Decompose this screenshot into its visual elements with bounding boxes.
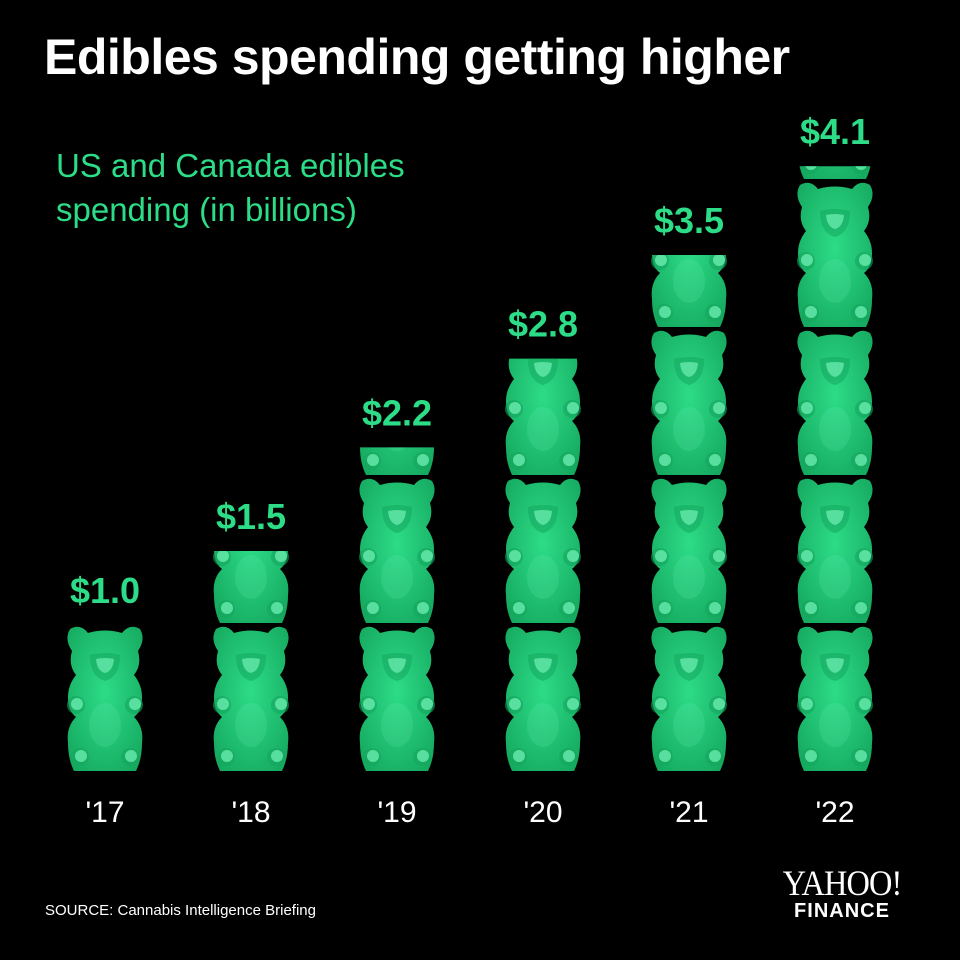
value-label: $1.0 (70, 570, 140, 611)
bar-column-4: $3.5 '21 (651, 200, 727, 829)
gummy-bear-icon (651, 478, 727, 623)
value-label: $1.5 (216, 496, 286, 537)
bar-column-5: $4.1 '22 (797, 111, 873, 829)
chart-title: Edibles spending getting higher (44, 29, 790, 85)
bar-column-3: $2.8 '20 (505, 304, 581, 829)
logo-subtext: FINANCE (794, 900, 890, 922)
gummy-bear-icon (797, 182, 873, 327)
x-tick-label: '20 (523, 796, 562, 829)
gummy-bear-icon (797, 478, 873, 623)
bar-column-1: $1.5 '18 (213, 496, 289, 829)
gummy-bear-icon (797, 626, 873, 771)
gummy-bear-icon (505, 358, 581, 475)
x-tick-label: '19 (377, 796, 416, 829)
gummy-bear-icon (359, 626, 435, 771)
x-tick-label: '17 (85, 796, 124, 829)
value-label: $3.5 (654, 200, 724, 241)
x-tick-label: '18 (231, 796, 270, 829)
chart-subtitle: US and Canada edibles spending (in billi… (56, 147, 405, 228)
gummy-bear-icon (797, 330, 873, 475)
gummy-bear-icon (213, 626, 289, 771)
logo-wordmark: YAHOO! (782, 863, 903, 903)
gummy-bear-icon (359, 478, 435, 623)
gummy-bear-icon (505, 626, 581, 771)
bar-column-0: $1.0 '17 (67, 570, 143, 829)
gummy-bear-icon (505, 478, 581, 623)
source-note: SOURCE: Cannabis Intelligence Briefing (45, 902, 316, 919)
x-tick-label: '22 (815, 796, 854, 829)
gummy-bear-icon (67, 626, 143, 771)
bear-stack (651, 255, 727, 771)
yahoo-finance-logo: YAHOO! FINANCE (776, 863, 908, 922)
gummy-bear-icon (797, 166, 873, 179)
bear-stack (505, 358, 581, 771)
value-label: $2.8 (508, 304, 578, 345)
bar-column-2: $2.2 '19 (359, 392, 435, 829)
value-label: $4.1 (800, 111, 870, 152)
x-tick-label: '21 (669, 796, 708, 829)
bear-stack (67, 626, 143, 771)
gummy-bear-icon (651, 626, 727, 771)
value-label: $2.2 (362, 392, 432, 433)
gummy-bear-icon (651, 330, 727, 475)
